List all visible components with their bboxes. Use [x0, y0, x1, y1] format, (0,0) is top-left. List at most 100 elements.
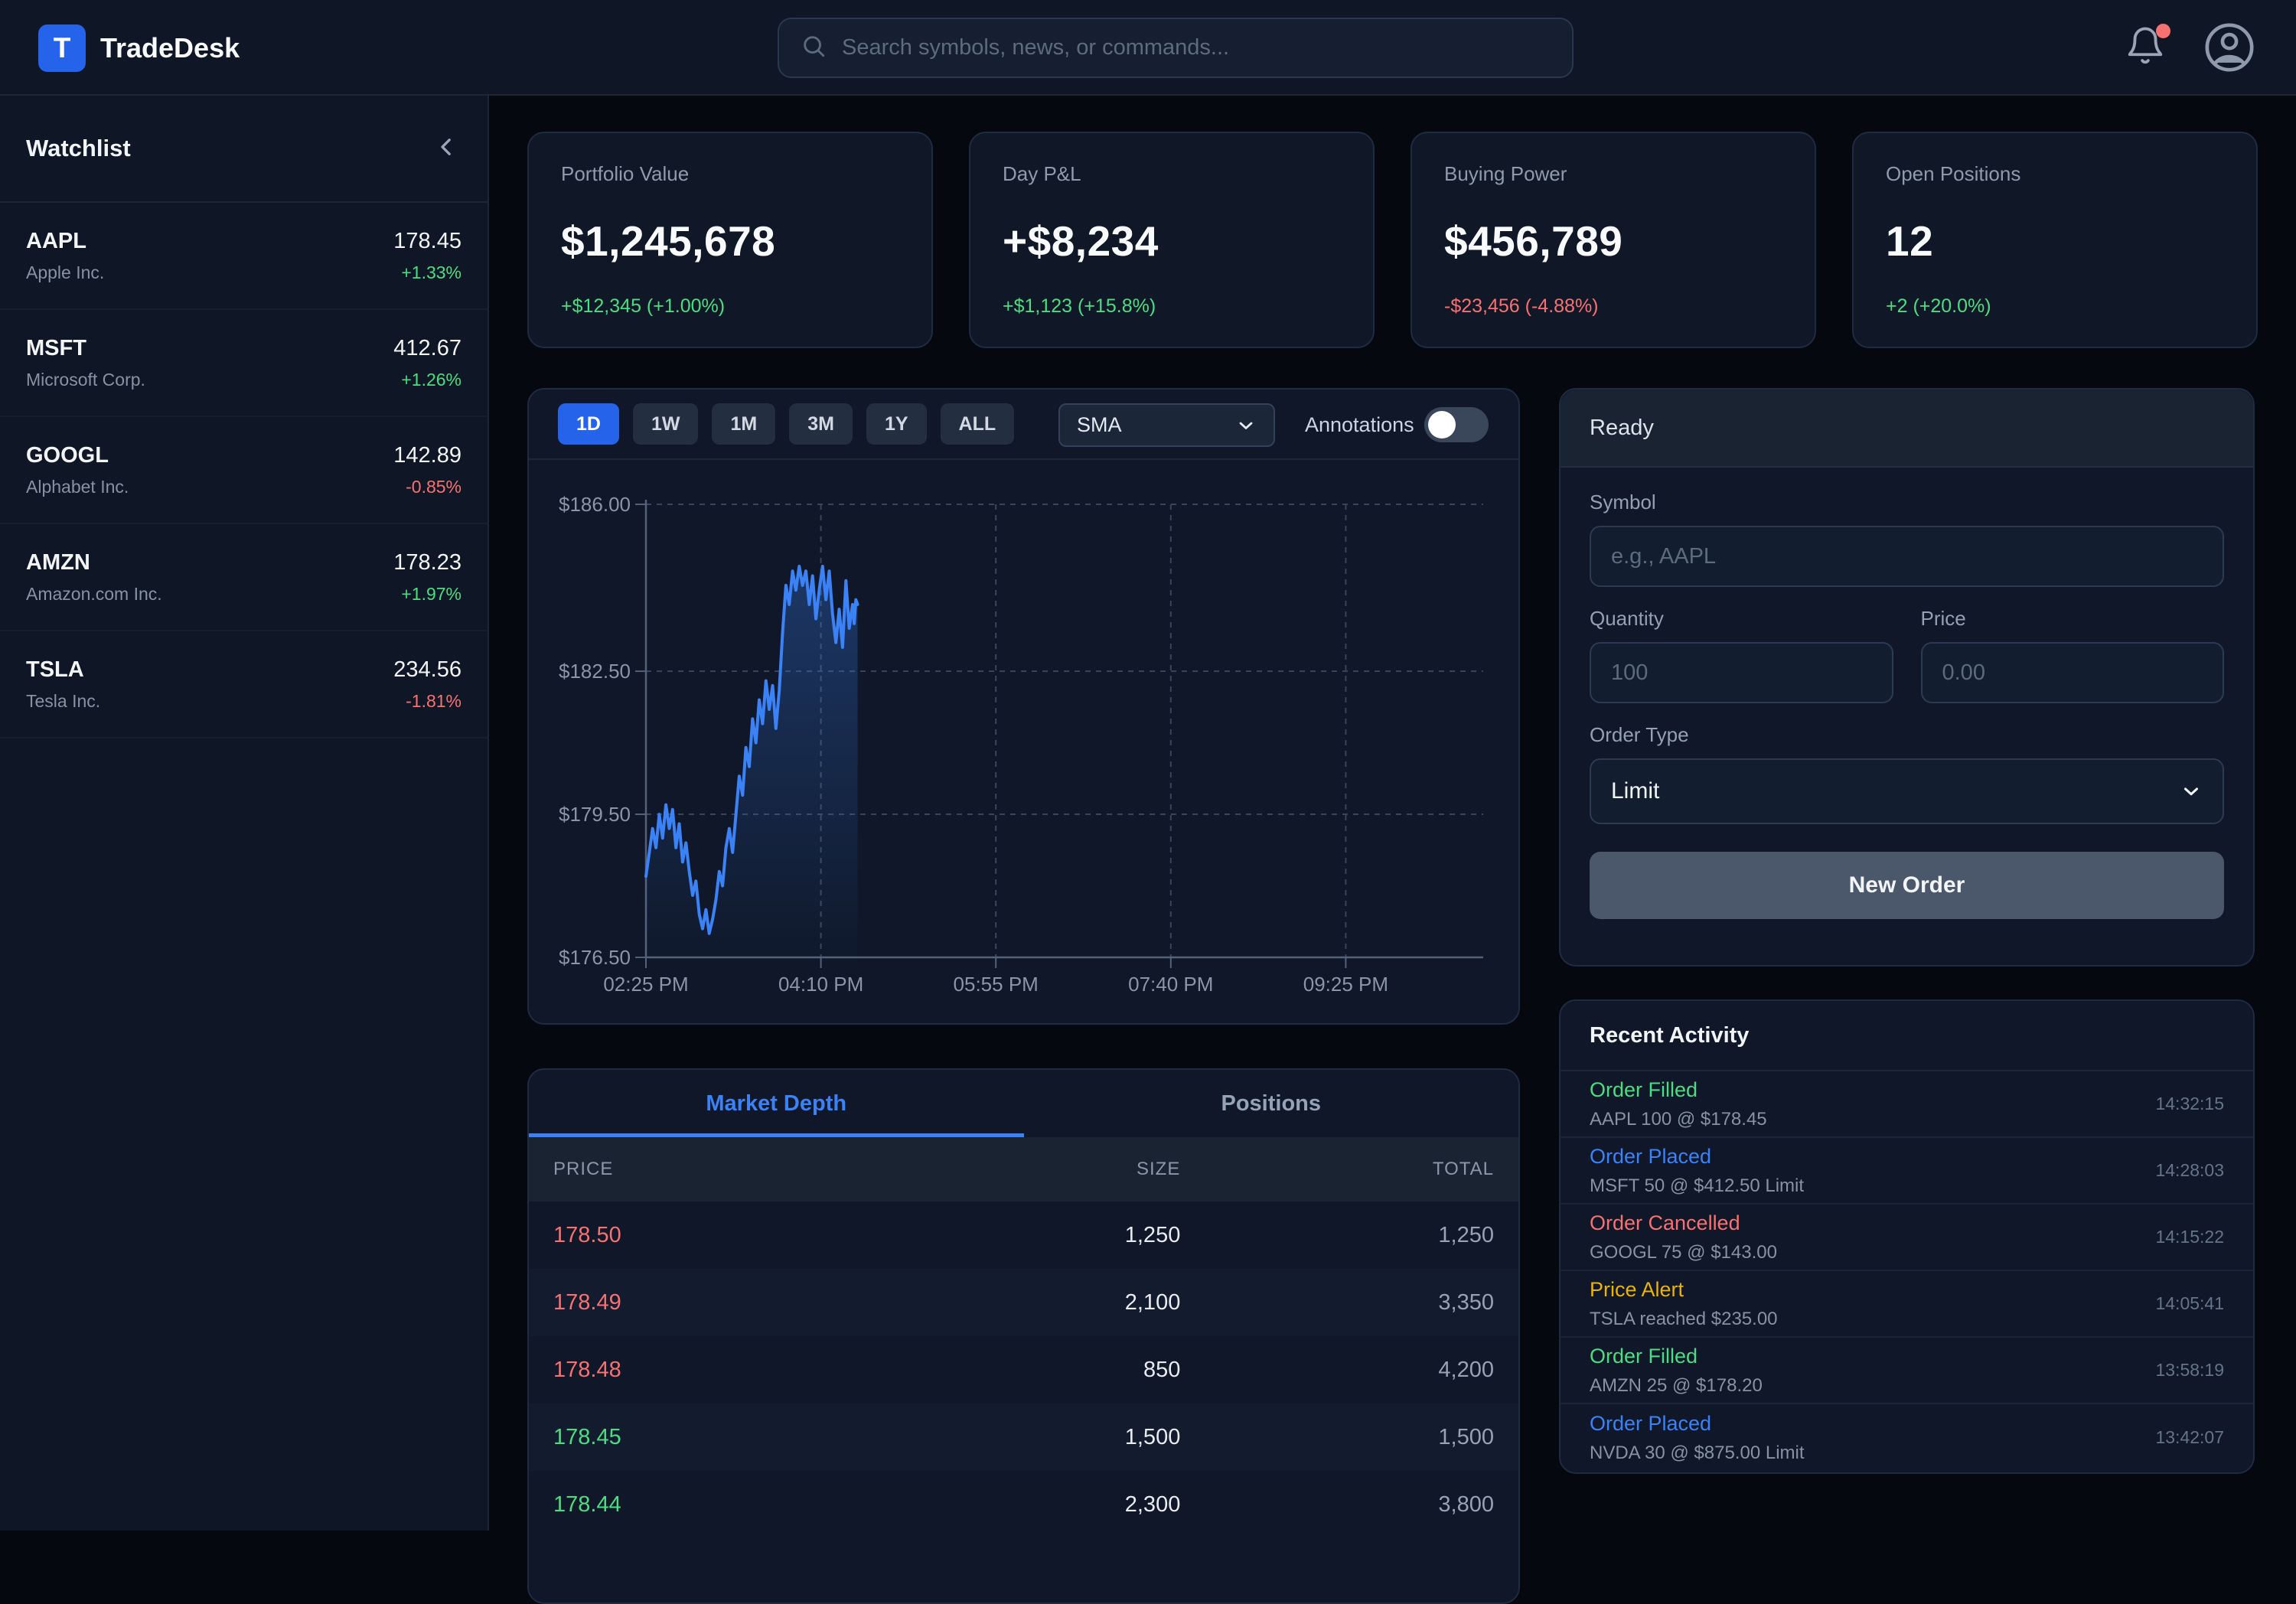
- activity-detail: NVDA 30 @ $875.00 Limit: [1590, 1442, 1805, 1463]
- watchlist-item[interactable]: AAPL Apple Inc. 178.45 +1.33%: [0, 203, 488, 310]
- order-type-label: Order Type: [1590, 723, 1689, 746]
- depth-table-row[interactable]: 178.48 850 4,200: [529, 1336, 1518, 1404]
- stat-card: Day P&L +$8,234 +$1,123 (+15.8%): [969, 132, 1375, 348]
- stat-card: Buying Power $456,789 -$23,456 (-4.88%): [1411, 132, 1816, 348]
- recent-activity-panel: Recent Activity Order Filled AAPL 100 @ …: [1559, 999, 2255, 1474]
- depth-table-row[interactable]: 178.50 1,250 1,250: [529, 1201, 1518, 1269]
- activity-item[interactable]: Order Filled AAPL 100 @ $178.45 14:32:15: [1561, 1071, 2253, 1138]
- activity-item[interactable]: Order Placed MSFT 50 @ $412.50 Limit 14:…: [1561, 1138, 2253, 1205]
- stat-label: Portfolio Value: [561, 162, 690, 185]
- search-icon: [801, 33, 827, 63]
- user-avatar-icon: [2205, 23, 2254, 72]
- account-menu-button[interactable]: [2203, 21, 2256, 74]
- watchlist-items: AAPL Apple Inc. 178.45 +1.33% MSFT Micro…: [0, 203, 488, 738]
- watchlist-price: 178.45: [393, 228, 461, 253]
- indicator-select[interactable]: SMA: [1058, 403, 1275, 447]
- activity-time: 13:42:07: [2155, 1427, 2224, 1447]
- watchlist-item[interactable]: MSFT Microsoft Corp. 412.67 +1.26%: [0, 310, 488, 417]
- stat-value: $1,245,678: [561, 217, 776, 265]
- timeframe-button-1y[interactable]: 1Y: [866, 403, 927, 445]
- depth-total: 3,800: [1438, 1492, 1494, 1517]
- tab-market-depth[interactable]: Market Depth: [529, 1070, 1024, 1137]
- watchlist-title: Watchlist: [26, 135, 131, 161]
- global-search[interactable]: [778, 18, 1574, 78]
- timeframe-button-1m[interactable]: 1M: [712, 403, 776, 445]
- stat-card: Open Positions 12 +2 (+20.0%): [1852, 132, 2258, 348]
- watchlist-company-name: Microsoft Corp.: [26, 369, 145, 390]
- svg-text:05:55 PM: 05:55 PM: [954, 973, 1039, 996]
- watchlist-price: 178.23: [393, 549, 461, 575]
- activity-item[interactable]: Order Cancelled GOOGL 75 @ $143.00 14:15…: [1561, 1205, 2253, 1271]
- svg-text:$179.50: $179.50: [559, 803, 631, 826]
- stat-value: $456,789: [1444, 217, 1623, 265]
- depth-table-row[interactable]: 178.49 2,100 3,350: [529, 1269, 1518, 1336]
- top-bar: T TradeDesk: [0, 0, 2296, 96]
- depth-size: 2,100: [1124, 1289, 1181, 1315]
- activity-type: Order Filled: [1590, 1077, 1698, 1101]
- watchlist-change-percent: -0.85%: [406, 476, 461, 497]
- activity-detail: AAPL 100 @ $178.45: [1590, 1108, 1767, 1130]
- chevron-down-icon: [2184, 787, 2198, 796]
- chart-controls: 1D 1W 1M 3M 1Y ALL SMA Annotations: [529, 390, 1518, 460]
- activity-time: 13:58:19: [2155, 1360, 2224, 1380]
- timeframe-button-1w[interactable]: 1W: [632, 403, 699, 445]
- watchlist-symbol: AAPL: [26, 228, 86, 253]
- app-title: TradeDesk: [100, 31, 240, 64]
- depth-size: 1,500: [1124, 1424, 1181, 1449]
- new-order-button[interactable]: New Order: [1590, 852, 2224, 919]
- watchlist-item[interactable]: AMZN Amazon.com Inc. 178.23 +1.97%: [0, 524, 488, 631]
- activity-type: Order Filled: [1590, 1344, 1698, 1368]
- stat-card: Portfolio Value $1,245,678 +$12,345 (+1.…: [527, 132, 933, 348]
- collapse-sidebar-button[interactable]: [431, 132, 461, 166]
- quantity-field[interactable]: [1590, 642, 1893, 703]
- depth-tabs: Market Depth Positions: [529, 1070, 1518, 1137]
- activity-item[interactable]: Order Filled AMZN 25 @ $178.20 13:58:19: [1561, 1338, 2253, 1404]
- depth-total: 3,350: [1438, 1289, 1494, 1315]
- timeframe-button-3m[interactable]: 3M: [789, 403, 853, 445]
- svg-text:$186.00: $186.00: [559, 493, 631, 516]
- watchlist-price: 142.89: [393, 442, 461, 468]
- stat-change: +$12,345 (+1.00%): [561, 295, 726, 317]
- watchlist-change-percent: -1.81%: [406, 690, 461, 711]
- watchlist-price: 234.56: [393, 657, 461, 682]
- depth-table-row[interactable]: 178.45 1,500 1,500: [529, 1404, 1518, 1471]
- order-entry-panel: Ready Symbol Quantity Price Order Type L…: [1559, 388, 2255, 967]
- timeframe-buttons: 1D 1W 1M 3M 1Y ALL: [558, 403, 1028, 445]
- notifications-button[interactable]: [2125, 24, 2170, 71]
- timeframe-button-1d[interactable]: 1D: [558, 403, 619, 445]
- watchlist-item[interactable]: TSLA Tesla Inc. 234.56 -1.81%: [0, 631, 488, 738]
- watchlist-item[interactable]: GOOGL Alphabet Inc. 142.89 -0.85%: [0, 417, 488, 524]
- quantity-label: Quantity: [1590, 607, 1664, 630]
- column-price: PRICE: [553, 1159, 614, 1179]
- price-label: Price: [1920, 607, 1966, 630]
- chart-area[interactable]: $186.00 $182.50 $179.50 $176.50 02:25 PM 04:1…: [529, 460, 1521, 1025]
- activity-item[interactable]: Price Alert TSLA reached $235.00 14:05:4…: [1561, 1271, 2253, 1338]
- timeframe-button-all[interactable]: ALL: [940, 403, 1015, 445]
- order-status: Ready: [1590, 415, 1654, 440]
- price-chart: $186.00 $182.50 $179.50 $176.50 02:25 PM 04:1…: [559, 493, 1483, 996]
- watchlist-symbol: AMZN: [26, 549, 90, 575]
- column-total: TOTAL: [1432, 1159, 1494, 1179]
- stat-change: +$1,123 (+15.8%): [1003, 295, 1156, 317]
- symbol-field[interactable]: [1590, 526, 2224, 587]
- search-input[interactable]: [842, 35, 1551, 60]
- svg-text:09:25 PM: 09:25 PM: [1303, 973, 1388, 996]
- depth-size: 1,250: [1124, 1222, 1181, 1247]
- depth-table-row[interactable]: 178.44 2,300 3,800: [529, 1471, 1518, 1538]
- activity-item[interactable]: Order Placed NVDA 30 @ $875.00 Limit 13:…: [1561, 1404, 2253, 1471]
- activity-type: Order Placed: [1590, 1411, 1712, 1435]
- chevron-left-icon: [441, 138, 451, 155]
- activity-detail: TSLA reached $235.00: [1590, 1308, 1778, 1329]
- price-field[interactable]: [1920, 642, 2224, 703]
- activity-type: Order Cancelled: [1590, 1211, 1740, 1234]
- activity-type: Price Alert: [1590, 1277, 1684, 1301]
- annotations-toggle[interactable]: [1424, 407, 1489, 442]
- toggle-knob: [1428, 411, 1456, 438]
- svg-text:07:40 PM: 07:40 PM: [1128, 973, 1213, 996]
- activity-time: 14:28:03: [2155, 1160, 2224, 1180]
- chevron-down-icon: [1239, 422, 1253, 429]
- column-size: SIZE: [1136, 1159, 1181, 1179]
- tab-positions[interactable]: Positions: [1221, 1091, 1321, 1116]
- order-type-select[interactable]: Limit: [1590, 758, 2224, 824]
- order-type-selected-value: Limit: [1611, 778, 1660, 804]
